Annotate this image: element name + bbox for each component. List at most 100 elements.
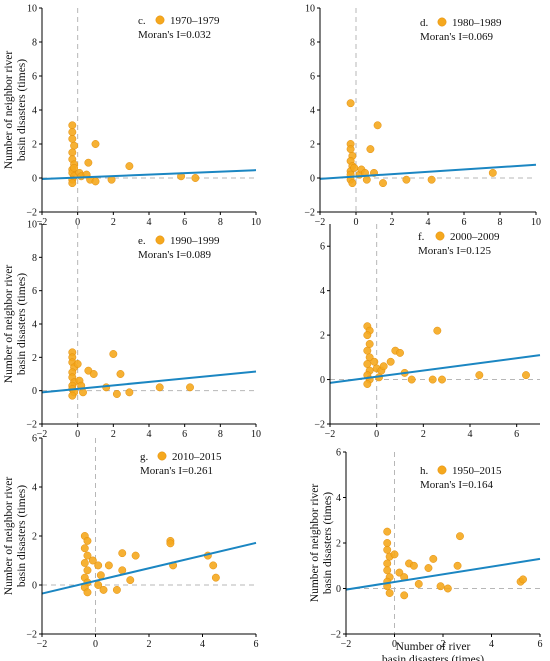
data-point <box>83 536 92 545</box>
data-point <box>519 575 527 584</box>
data-point <box>68 148 77 157</box>
data-point <box>395 568 404 577</box>
data-point <box>94 561 103 570</box>
data-point <box>346 99 355 108</box>
data-point <box>409 561 418 570</box>
data-point <box>386 357 395 366</box>
data-point <box>131 551 140 560</box>
y-tick-label: 10 <box>305 4 315 15</box>
x-tick-label: 2 <box>111 429 116 440</box>
x-tick-label: 4 <box>489 639 494 650</box>
data-point <box>99 585 108 594</box>
legend-marker <box>437 17 447 27</box>
y-axis-title-line: Number of neighbor river <box>3 51 15 170</box>
x-tick-label: 0 <box>93 639 98 650</box>
y-tick-label: 4 <box>32 483 37 494</box>
y-tick-label: −2 <box>26 208 37 219</box>
y-tick-label: 4 <box>320 286 325 297</box>
y-axis-title: Number of neighbor riverbasin disasters … <box>309 484 334 603</box>
y-axis-title: Number of neighbor riverbasin disasters … <box>3 477 28 596</box>
data-point <box>83 551 92 560</box>
regression-line <box>41 169 257 181</box>
y-axis-title-line: Number of neighbor river <box>309 484 321 603</box>
data-point <box>366 145 375 154</box>
data-point <box>365 340 374 348</box>
legend-marker <box>435 231 445 241</box>
data-point <box>453 561 462 570</box>
y-tick-label: 10 <box>27 220 37 231</box>
y-tick-label: 0 <box>336 584 341 595</box>
data-point <box>363 331 372 340</box>
x-tick-label: 2 <box>421 429 426 440</box>
data-point <box>456 532 464 541</box>
legend-label: 1980–1989 <box>452 17 502 29</box>
data-point <box>126 576 135 585</box>
data-point <box>443 584 452 593</box>
data-point <box>385 589 394 597</box>
panel-label: f. <box>418 231 425 243</box>
x-tick-label: −2 <box>341 639 352 650</box>
y-tick-label: 4 <box>32 320 37 331</box>
legend-marker <box>157 451 167 461</box>
x-tick-label: 2 <box>147 639 152 650</box>
panel-label: h. <box>420 465 429 477</box>
y-tick-label: 2 <box>32 532 37 543</box>
x-tick-label: 6 <box>182 217 187 228</box>
x-tick-label: 0 <box>75 217 80 228</box>
x-axis-title-line: basin disasters (times) <box>382 654 484 661</box>
data-point <box>94 581 103 589</box>
data-point <box>112 390 121 398</box>
y-tick-label: 8 <box>32 253 37 264</box>
x-tick-label: 4 <box>147 429 152 440</box>
y-tick-label: −2 <box>26 630 37 641</box>
data-point <box>68 121 77 130</box>
data-point <box>83 566 92 575</box>
data-point <box>379 362 388 371</box>
y-tick-label: 2 <box>32 140 37 151</box>
x-tick-label: 4 <box>200 639 205 650</box>
data-point <box>88 556 97 565</box>
y-tick-label: 2 <box>320 331 325 342</box>
x-tick-label: 6 <box>254 639 259 650</box>
legend-marker <box>437 465 447 475</box>
data-point <box>350 163 359 172</box>
data-point <box>211 573 220 582</box>
data-point <box>348 179 357 188</box>
data-point <box>91 140 100 148</box>
data-point <box>346 145 355 154</box>
data-point <box>116 370 125 378</box>
data-point <box>118 549 127 558</box>
data-point <box>68 391 77 400</box>
regression-line <box>41 541 257 595</box>
x-tick-label: 2 <box>111 217 116 228</box>
data-point <box>383 527 392 536</box>
y-axis-title-line: basin disasters (times) <box>16 485 28 587</box>
y-tick-label: 6 <box>336 448 341 459</box>
y-tick-label: 6 <box>320 242 325 253</box>
legend-marker <box>155 15 165 25</box>
moran-index: Moran's I=0.032 <box>138 29 211 41</box>
y-tick-label: 2 <box>336 539 341 550</box>
y-tick-label: 2 <box>310 140 315 151</box>
y-tick-label: 8 <box>310 38 315 49</box>
y-tick-label: 10 <box>27 4 37 15</box>
y-tick-label: 4 <box>32 106 37 117</box>
panel-6: −2 0 2 4 6 −2 0 2 4 6 h. 1950–2015 Moran's I=0.164 Nu… <box>309 448 543 661</box>
data-point <box>370 357 379 366</box>
y-tick-label: 8 <box>32 38 37 49</box>
x-tick-label: 8 <box>218 217 223 228</box>
y-tick-label: 0 <box>32 581 37 592</box>
data-point <box>414 580 423 588</box>
data-point <box>488 168 497 177</box>
y-tick-label: −2 <box>304 208 315 219</box>
data-point <box>84 158 93 167</box>
data-point <box>166 539 175 548</box>
regression-line <box>319 163 537 180</box>
y-axis-title: Number of neighbor riverbasin disasters … <box>3 265 28 384</box>
y-axis-title-line: Number of neighbor river <box>3 265 15 384</box>
data-point <box>383 566 392 575</box>
data-point <box>125 162 134 171</box>
moran-index: Moran's I=0.261 <box>140 465 213 477</box>
data-point <box>80 544 89 553</box>
